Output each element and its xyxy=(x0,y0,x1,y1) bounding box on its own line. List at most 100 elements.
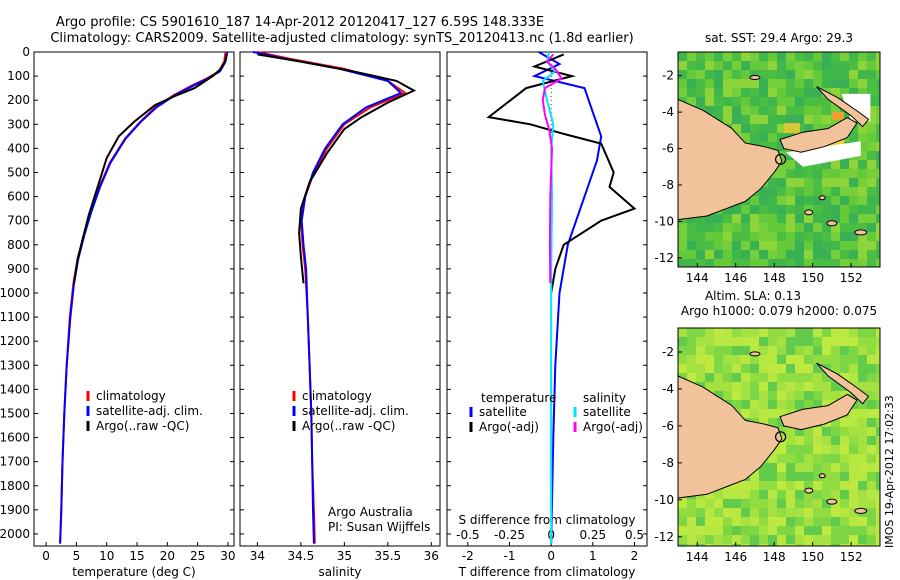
map-cell xyxy=(867,409,876,418)
map-cell xyxy=(687,355,696,364)
map-cell xyxy=(768,259,777,267)
map-cell xyxy=(804,259,813,267)
map-cell xyxy=(840,355,849,364)
map-cell xyxy=(876,124,880,133)
map-cell xyxy=(723,535,732,544)
map-cell xyxy=(741,232,750,241)
y-tick-label: 1000 xyxy=(0,286,30,300)
map-cell xyxy=(858,223,867,232)
map-cell xyxy=(696,328,705,337)
map-cell xyxy=(741,223,750,232)
map-cell xyxy=(804,169,813,178)
map-cell xyxy=(876,115,880,124)
map-cell xyxy=(714,328,723,337)
map-cell xyxy=(741,508,750,517)
map-cell xyxy=(813,391,822,400)
map-cell xyxy=(849,481,858,490)
map-cell xyxy=(714,364,723,373)
map-cell xyxy=(768,517,777,526)
map-cell xyxy=(849,454,858,463)
map-cell xyxy=(876,88,880,97)
map-cell xyxy=(795,481,804,490)
y-tick-label: 300 xyxy=(7,117,30,131)
map-cell xyxy=(678,364,687,373)
map-cell xyxy=(867,346,876,355)
map-cell xyxy=(822,115,831,124)
map-cell xyxy=(876,61,880,70)
map-cell xyxy=(741,241,750,250)
map-cell xyxy=(750,373,759,382)
map-cell xyxy=(858,61,867,70)
map-cell xyxy=(705,535,714,544)
map-cell xyxy=(831,70,840,79)
map-cell xyxy=(687,52,696,61)
map-cell xyxy=(741,337,750,346)
map-cell xyxy=(831,526,840,535)
map-cell xyxy=(867,259,876,267)
map-cell xyxy=(759,409,768,418)
map-cell xyxy=(741,259,750,267)
map-cell xyxy=(840,526,849,535)
map-cell xyxy=(858,526,867,535)
map-cell xyxy=(813,169,822,178)
y-tick-label: -4 xyxy=(662,382,674,396)
map-cell xyxy=(732,88,741,97)
map-cell xyxy=(777,115,786,124)
map-cell xyxy=(804,382,813,391)
map-cell xyxy=(723,373,732,382)
map-cell xyxy=(759,517,768,526)
map-cell xyxy=(705,337,714,346)
map-cell xyxy=(705,232,714,241)
map-cell xyxy=(867,445,876,454)
map-cell xyxy=(705,79,714,88)
map-cell xyxy=(795,517,804,526)
map-cell xyxy=(804,463,813,472)
map-title-line1: Altim. SLA: 0.13 xyxy=(705,289,801,303)
map-cell xyxy=(768,196,777,205)
map-cell xyxy=(741,214,750,223)
land-island xyxy=(804,209,814,216)
map-cell xyxy=(723,223,732,232)
map-cell xyxy=(822,463,831,472)
map-cell xyxy=(795,223,804,232)
map-cell xyxy=(822,373,831,382)
map-cell xyxy=(813,526,822,535)
map-cell xyxy=(858,418,867,427)
map-cell xyxy=(858,70,867,79)
map-cell xyxy=(768,409,777,418)
map-cell xyxy=(804,106,813,115)
map-cell xyxy=(876,418,880,427)
map-cell xyxy=(696,259,705,267)
y-tick-label: -6 xyxy=(662,419,674,433)
map-cell xyxy=(795,463,804,472)
map-cell xyxy=(876,409,880,418)
map-cell xyxy=(795,526,804,535)
map-cell xyxy=(759,61,768,70)
map-cell xyxy=(786,526,795,535)
map-cell xyxy=(876,454,880,463)
map-cell xyxy=(867,151,876,160)
map-cell xyxy=(804,214,813,223)
map-cell xyxy=(723,61,732,70)
x-axis-label: T difference from climatology xyxy=(458,565,636,579)
map-cell xyxy=(777,346,786,355)
map-cell xyxy=(876,382,880,391)
x-tick-label: 1 xyxy=(589,549,597,563)
map-cell xyxy=(678,346,687,355)
map-cell xyxy=(777,196,786,205)
map-cell xyxy=(759,355,768,364)
map-cell xyxy=(759,70,768,79)
map-cell xyxy=(714,382,723,391)
map-cell xyxy=(867,373,876,382)
map-cell xyxy=(714,250,723,259)
map-cell xyxy=(705,526,714,535)
y-tick-label: 1400 xyxy=(0,382,30,396)
map-cell xyxy=(840,535,849,544)
map-cell xyxy=(858,79,867,88)
map-cell xyxy=(858,436,867,445)
map-cell xyxy=(705,88,714,97)
map-cell xyxy=(723,97,732,106)
x2-tick-label: 0.5 xyxy=(625,528,644,542)
map-cell xyxy=(858,454,867,463)
map-cell xyxy=(867,418,876,427)
